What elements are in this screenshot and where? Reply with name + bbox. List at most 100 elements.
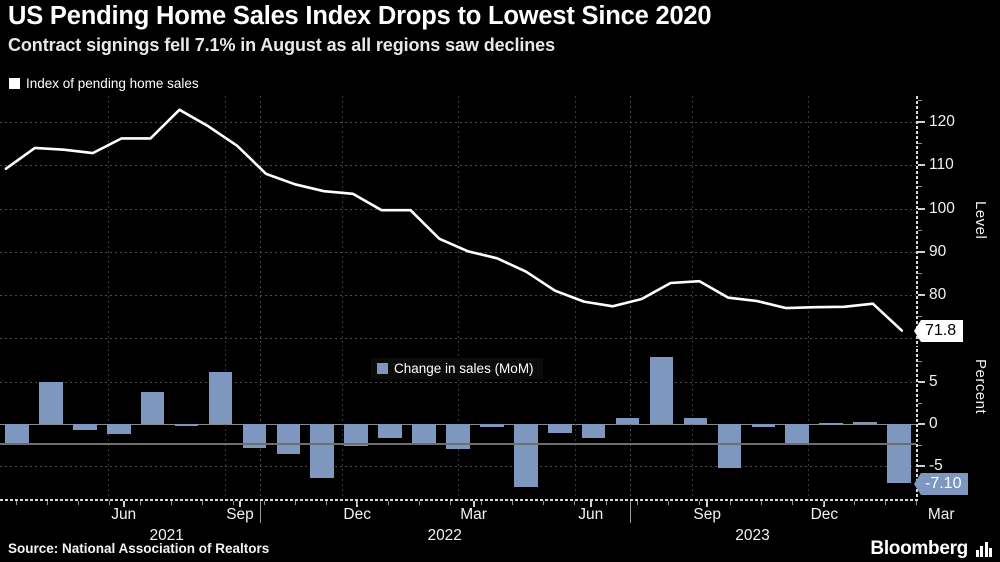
x-label-Dec-2: Dec	[343, 506, 371, 523]
x-tick-minor-18	[574, 501, 576, 505]
bar-2022-04	[412, 424, 436, 443]
x-tick-minor-16	[512, 501, 514, 505]
x-tick-minor-22	[698, 501, 700, 505]
percent-5-tick	[918, 381, 925, 384]
bar-2022-11	[649, 357, 674, 425]
bar-2022-09	[581, 424, 606, 439]
x-tick-Jun-4	[589, 501, 592, 507]
x-tick-minor-25	[791, 501, 793, 505]
x-tick-Jun-0	[122, 501, 125, 507]
x-tick-Sep-1	[239, 501, 241, 507]
x-year-label-2021: 2021	[149, 527, 184, 544]
x-tick-minor-26	[822, 501, 824, 505]
x-year-boundary-tick-0	[259, 501, 261, 523]
gridline-quarter-0	[108, 96, 110, 347]
x-tick-minor-24	[760, 501, 762, 505]
gridline-quarter-2	[341, 349, 343, 501]
x-tick-minor-10	[326, 501, 327, 505]
x-tick-minor-4	[139, 501, 141, 505]
x-axis-spine	[0, 499, 916, 501]
x-tick-minor-9	[295, 501, 296, 505]
bar-2023-05	[853, 421, 877, 425]
axis-spine-percent	[916, 349, 918, 501]
x-tick-minor-1	[46, 501, 48, 505]
x-tick-minor-7	[232, 501, 234, 505]
level-minor-115-tick	[918, 143, 922, 145]
level-minor-125-tick	[918, 99, 922, 101]
bar-2022-02	[344, 424, 368, 446]
gridline-quarter-4	[575, 96, 577, 347]
percent-5-label: 5	[929, 373, 938, 391]
x-tick-Sep-5	[706, 501, 709, 507]
plot-area: 12011010090807050-5 Level Percent 71.8 -…	[0, 96, 1000, 501]
bar-2021-11	[242, 424, 267, 449]
gridline-quarter-5	[691, 96, 693, 347]
x-tick-minor-27	[853, 501, 855, 505]
x-tick-minor-6	[201, 501, 203, 505]
x-year-label-2023: 2023	[735, 527, 770, 544]
x-label-Sep-1: Sep	[226, 506, 254, 523]
bar-2022-07	[514, 424, 538, 487]
axis-title-level: Level	[972, 201, 989, 240]
x-tick-minor-13	[419, 501, 421, 505]
bar-2023-06	[887, 424, 911, 484]
line-path-index	[4, 108, 904, 332]
legend-bar-series[interactable]: Change in sales (MoM)	[371, 358, 543, 379]
gridline-year-boundary-1	[629, 349, 631, 501]
line-series-pending-home-sales	[4, 108, 904, 332]
x-year-label-2022: 2022	[427, 527, 462, 544]
legend-line-series[interactable]: Index of pending home sales	[9, 76, 199, 91]
percent-0-tick	[918, 423, 925, 426]
percent-minor--2.5-tick	[918, 444, 922, 446]
chart-header: US Pending Home Sales Index Drops to Low…	[0, 0, 1000, 66]
x-label-Sep-5: Sep	[693, 506, 721, 523]
x-tick-minor-23	[729, 501, 731, 505]
gridline-quarter-1	[224, 349, 226, 501]
x-tick-minor-14	[450, 501, 452, 505]
panel-index-level	[0, 96, 916, 347]
gridline-quarter-4	[575, 349, 577, 501]
x-tick-minor-12	[388, 501, 390, 505]
bar-2021-09	[174, 424, 199, 427]
gridline-quarter-2	[341, 96, 343, 347]
axis-spine-level	[916, 96, 918, 347]
bloomberg-logo-icon	[976, 542, 992, 557]
x-tick-minor-17	[543, 501, 545, 505]
level-minor-95-tick	[918, 229, 922, 231]
chart-footer: Source: National Association of Realtors…	[0, 538, 1000, 562]
bar-2022-12	[683, 418, 708, 425]
bloomberg-wordmark: Bloomberg	[870, 538, 968, 559]
x-axis: Jun Sep Dec Mar Jun Sep Dec Mar 2021 2022 2023	[0, 499, 1000, 544]
percent--5-label: -5	[929, 456, 943, 474]
bar-2023-04	[819, 422, 843, 425]
callout-current-change: -7.10	[913, 472, 969, 495]
legend-label-bars: Change in sales (MoM)	[394, 361, 534, 376]
x-tick-minor-19	[605, 501, 607, 505]
bar-2021-08	[140, 392, 165, 425]
level-minor-75-tick	[918, 316, 922, 318]
bar-2023-01	[717, 424, 742, 468]
bar-2021-06	[72, 424, 97, 430]
legend-swatch-bars	[377, 363, 388, 374]
level-100-tick	[918, 207, 925, 210]
bar-2022-06	[480, 424, 504, 428]
x-label-Dec-6: Dec	[810, 506, 839, 523]
bar-2023-03	[785, 424, 810, 445]
x-tick-minor-8	[263, 501, 265, 505]
bar-2022-08	[547, 424, 572, 433]
x-tick-minor-20	[636, 501, 638, 505]
bar-2023-02	[751, 424, 776, 427]
level-120-tick	[918, 121, 925, 123]
level-90-label: 90	[929, 242, 947, 260]
x-tick-minor-3	[108, 501, 110, 505]
x-tick-minor-28	[884, 501, 886, 505]
x-tick-minor-5	[170, 501, 172, 505]
level-90-tick	[918, 250, 925, 253]
bar-2021-10	[208, 371, 233, 425]
chart-title: US Pending Home Sales Index Drops to Low…	[8, 2, 712, 30]
bar-2021-12	[276, 424, 301, 455]
panel-divider	[0, 443, 916, 445]
callout-current-level: 71.8	[913, 319, 964, 342]
x-tick-minor-21	[667, 501, 669, 505]
gridline-quarter-6	[807, 96, 809, 347]
